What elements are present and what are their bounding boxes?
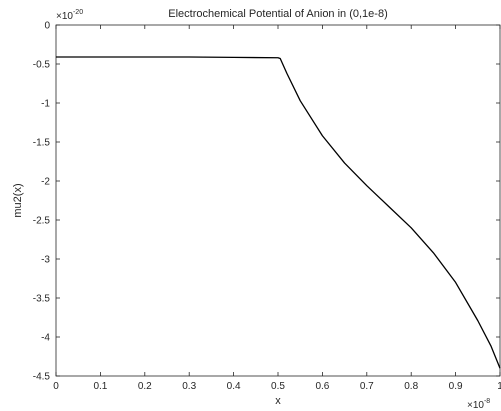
series-layer xyxy=(56,56,501,369)
x-tick-label: 0.3 xyxy=(182,381,196,392)
y-tick-label: -2.5 xyxy=(33,216,51,227)
y-tick-label: -3 xyxy=(41,255,50,266)
y-tick-label: -1.5 xyxy=(33,138,51,149)
x-tick-label: 0.5 xyxy=(271,381,285,392)
x-axis-label: x xyxy=(275,395,281,407)
chart-title: Electrochemical Potential of Anion in (0… xyxy=(168,8,388,20)
x-tick-label: 0.8 xyxy=(404,381,418,392)
x-tick-label: 0.7 xyxy=(360,381,374,392)
y-tick-label: -4.5 xyxy=(33,372,51,383)
x-tick-label: 1 xyxy=(497,381,501,392)
y-tick-label: -2 xyxy=(41,177,50,188)
y-tick-label: -1 xyxy=(41,99,50,110)
series-line xyxy=(56,56,501,369)
x-tick-label: 0.6 xyxy=(315,381,329,392)
y-tick-label: -0.5 xyxy=(33,60,51,71)
x-exponent-base: ×10 xyxy=(467,400,484,411)
y-exponent-base: ×10 xyxy=(56,11,73,22)
y-axis-label: mu2(x) xyxy=(12,183,24,217)
y-exponent-power: -20 xyxy=(73,9,83,16)
y-tick-label: -4 xyxy=(41,333,50,344)
x-axis-exponent: ×10-8 xyxy=(467,398,490,411)
plot-area-frame xyxy=(55,24,501,377)
x-tick-label: 0.9 xyxy=(449,381,463,392)
x-tick-label: 0.2 xyxy=(138,381,152,392)
y-tick-label: 0 xyxy=(44,21,50,32)
x-exponent-power: -8 xyxy=(484,398,490,405)
axis-ticks: 0 0.1 0.2 0.3 0.4 0.5 0.6 0.7 0.8 0.9 1 0 -0.5 -1 -1.5… xyxy=(33,21,501,393)
x-tick-label: 0.4 xyxy=(227,381,241,392)
y-tick-label: -3.5 xyxy=(33,294,51,305)
y-axis-exponent: ×10-20 xyxy=(56,9,83,22)
x-tick-label: 0 xyxy=(53,381,59,392)
x-tick-label: 0.1 xyxy=(93,381,107,392)
